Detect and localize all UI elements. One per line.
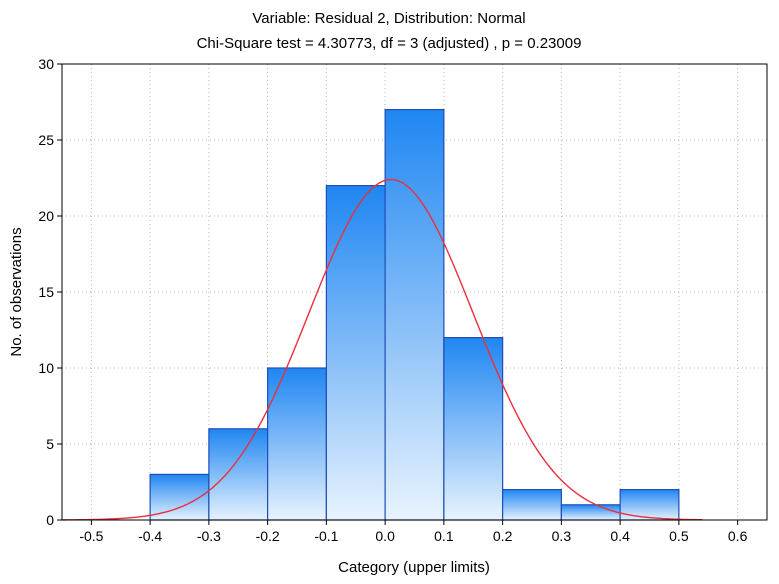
x-tick-label: 0.6 (728, 528, 748, 544)
x-tick-label: -0.2 (256, 528, 280, 544)
x-tick-label: -0.5 (79, 528, 103, 544)
y-tick-label: 20 (38, 208, 54, 224)
normal-curve-line (61, 178, 703, 521)
y-tick-label: 0 (46, 512, 54, 528)
histogram-bar (208, 428, 269, 521)
x-tick-label: 0.1 (434, 528, 454, 544)
y-tick-label: 25 (38, 132, 54, 148)
x-tick-label: 0.0 (375, 528, 395, 544)
x-tick-label: -0.1 (314, 528, 338, 544)
chart-title: Variable: Residual 2, Distribution: Norm… (252, 10, 525, 27)
y-tick-label: 10 (38, 360, 54, 376)
histogram-bar (502, 489, 562, 521)
chart-subtitle: Chi-Square test = 4.30773, df = 3 (adjus… (197, 35, 582, 52)
x-tick-label: -0.4 (138, 528, 162, 544)
x-tick-label: -0.3 (197, 528, 221, 544)
y-tick-label: 5 (46, 436, 54, 452)
histogram-bar (384, 108, 445, 521)
histogram-bar (560, 504, 621, 521)
x-axis-ticks: -0.5 -0.4 -0.3 -0.2 -0.1 0.0 0.1 0.2 0.3 0.4 0.5 0.… (79, 520, 748, 544)
x-tick-label: 0.3 (552, 528, 572, 544)
histogram-bar (325, 185, 386, 521)
y-axis-label: No. of observations (8, 227, 25, 356)
histogram-bars (149, 108, 680, 521)
y-axis-ticks: 0 5 10 15 20 25 30 (38, 56, 62, 528)
x-tick-label: 0.2 (493, 528, 513, 544)
normal-curve (61, 178, 703, 521)
histogram-bar (443, 337, 504, 521)
y-tick-label: 30 (38, 56, 54, 72)
x-tick-label: 0.5 (669, 528, 689, 544)
x-tick-label: 0.4 (610, 528, 630, 544)
y-tick-label: 15 (38, 284, 54, 300)
x-axis-label: Category (upper limits) (338, 559, 490, 576)
